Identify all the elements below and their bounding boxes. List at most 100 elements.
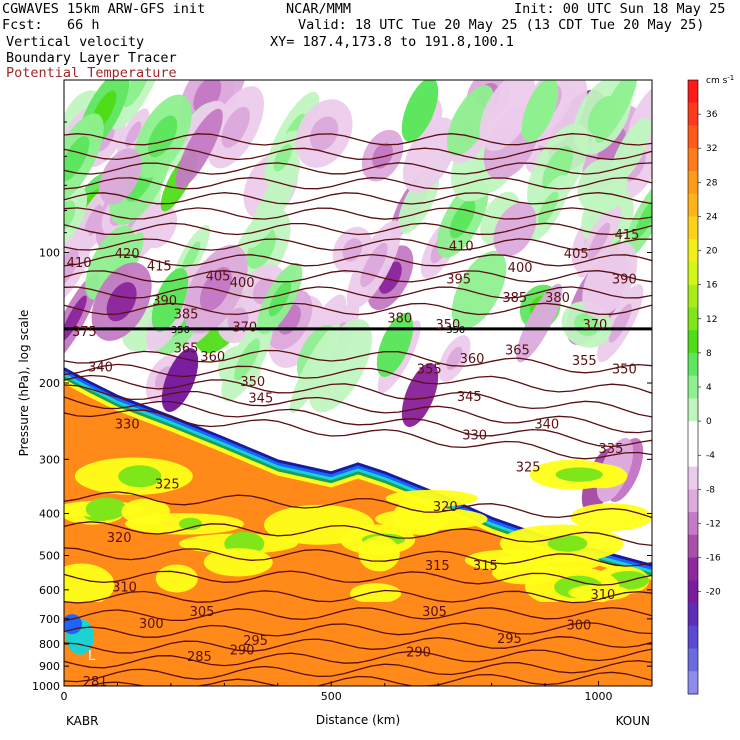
updraft-core bbox=[234, 338, 261, 381]
theta-label: 365 bbox=[174, 341, 199, 356]
colorbar-swatch bbox=[688, 512, 698, 536]
colorbar-swatch bbox=[688, 125, 698, 149]
theta-contour bbox=[64, 192, 652, 205]
theta-label: 305 bbox=[422, 605, 447, 620]
downdraft-cell bbox=[99, 148, 142, 205]
theta-label: 340 bbox=[88, 360, 113, 375]
theta-label: 380 bbox=[545, 291, 570, 306]
theta-contour bbox=[64, 648, 652, 669]
header-xy: XY= 187.4,173.8 to 191.8,100.1 bbox=[270, 34, 514, 50]
theta-label: 415 bbox=[147, 259, 172, 274]
colorbar-swatch bbox=[688, 352, 698, 377]
theta-contour bbox=[64, 374, 652, 418]
colorbar-swatch bbox=[688, 216, 698, 240]
theta-contour bbox=[64, 349, 652, 374]
colorbar-swatch bbox=[688, 557, 698, 581]
theta-contour bbox=[64, 147, 652, 161]
theta-label: 295 bbox=[243, 634, 268, 649]
tracer-patch-yellow bbox=[263, 504, 375, 545]
theta-label: 325 bbox=[516, 460, 541, 475]
theta-label: 410 bbox=[67, 256, 92, 271]
updraft-core bbox=[64, 135, 90, 182]
theta-label: 325 bbox=[155, 477, 180, 492]
tracer-patch-green bbox=[118, 465, 162, 488]
theta-label: 295 bbox=[497, 632, 522, 647]
theta-contour bbox=[64, 396, 652, 448]
theta-contour bbox=[64, 270, 652, 283]
strong-wave-cell bbox=[734, 433, 740, 507]
theta-label: 300 bbox=[566, 618, 591, 633]
colorbar-swatch bbox=[688, 625, 698, 650]
colorbar-swatch bbox=[688, 193, 698, 217]
x-tick-label: 500 bbox=[321, 690, 342, 703]
y-tick-label: 900 bbox=[39, 660, 60, 673]
theta-label: 315 bbox=[473, 559, 498, 574]
y-tick-label: 800 bbox=[39, 638, 60, 651]
colorbar-swatch bbox=[688, 102, 698, 126]
tracer-patch-yellow bbox=[203, 548, 273, 577]
y-tick-label: 100 bbox=[39, 247, 60, 260]
downdraft-core bbox=[608, 303, 632, 343]
colorbar-tick-label: 36 bbox=[706, 110, 718, 120]
theta-label: 350 bbox=[436, 318, 461, 333]
y-tick-label: 300 bbox=[39, 453, 60, 466]
theta-label: 320 bbox=[107, 531, 132, 546]
theta-label: 390 bbox=[612, 273, 637, 288]
theta-label: 400 bbox=[230, 276, 255, 291]
colorbar-swatch bbox=[688, 261, 698, 286]
theta-label: 281 bbox=[83, 675, 108, 690]
colorbar-swatch bbox=[688, 648, 698, 672]
strong-wave-cell bbox=[521, 80, 559, 142]
downdraft-core bbox=[372, 142, 393, 169]
colorbar-swatch bbox=[688, 284, 698, 308]
tropopause-label: 350 bbox=[171, 325, 190, 336]
colorbar-tick-label: 4 bbox=[706, 383, 712, 393]
theta-contour bbox=[64, 162, 652, 175]
theta-contour bbox=[64, 570, 652, 586]
theta-label: 360 bbox=[200, 350, 225, 365]
theta-contour bbox=[64, 238, 652, 251]
colorbar-swatch bbox=[688, 671, 698, 695]
header-fcst: Fcst: 66 h bbox=[2, 17, 100, 33]
updraft-cell bbox=[446, 85, 494, 156]
theta-label: 395 bbox=[446, 273, 471, 288]
colorbar-tick-label: 12 bbox=[706, 315, 717, 325]
header-line1-left: CGWAVES 15km ARW-GFS init bbox=[2, 1, 206, 17]
tracer-patch-yellow bbox=[358, 535, 400, 572]
theta-label: 390 bbox=[152, 294, 177, 309]
colorbar-swatch bbox=[688, 80, 698, 104]
theta-label: 385 bbox=[502, 291, 527, 306]
theta-label: 290 bbox=[230, 643, 255, 658]
header-line1-right: Init: 00 UTC Sun 18 May 25 bbox=[514, 1, 726, 17]
y-tick-label: 1000 bbox=[32, 680, 60, 693]
field-boundary-layer-tracer: Boundary Layer Tracer bbox=[6, 50, 177, 66]
tracer-patch-yellow bbox=[570, 503, 652, 531]
theta-label: 420 bbox=[115, 247, 140, 262]
theta-label: 355 bbox=[417, 362, 442, 377]
downdraft-cell bbox=[479, 80, 536, 151]
updraft-cell bbox=[308, 319, 372, 413]
tracer-patch-yellow bbox=[349, 583, 402, 604]
downdraft-core bbox=[446, 346, 463, 371]
y-tick-label: 200 bbox=[39, 377, 60, 390]
colorbar-swatch bbox=[688, 239, 698, 263]
tracer-patch-green bbox=[555, 467, 603, 482]
downdraft-cell bbox=[142, 205, 178, 249]
colorbar-swatch bbox=[688, 466, 698, 490]
header-line1-center: NCAR/MMM bbox=[286, 1, 352, 17]
theta-label: 350 bbox=[612, 362, 637, 377]
y-tick-label: 400 bbox=[39, 507, 60, 520]
updraft-core bbox=[449, 199, 476, 239]
colorbar-swatch bbox=[688, 148, 698, 172]
theta-label: 305 bbox=[190, 605, 215, 620]
potential-temperature-contours bbox=[64, 133, 652, 686]
theta-label: 360 bbox=[460, 352, 485, 367]
downdraft-core bbox=[125, 121, 142, 148]
x-axis: 0 500 1000 bbox=[61, 681, 653, 703]
strong-wave-cell bbox=[161, 348, 199, 412]
tracer-patch-green bbox=[85, 497, 127, 521]
theta-label: 320 bbox=[433, 500, 458, 515]
theta-label: 345 bbox=[457, 390, 482, 405]
colorbar-tick-label: 28 bbox=[706, 178, 718, 188]
